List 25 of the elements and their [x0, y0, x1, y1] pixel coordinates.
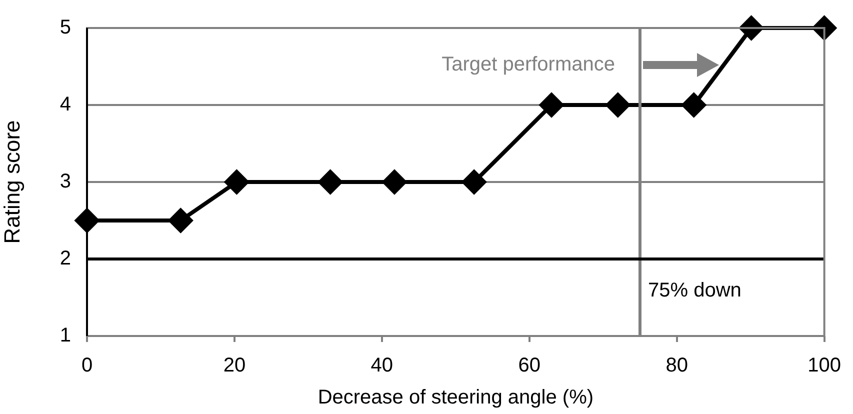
annotation: Target performance [442, 54, 615, 76]
x-tick-label: 0 [81, 354, 93, 377]
y-axis-title: Rating score [0, 120, 24, 244]
point [812, 16, 836, 40]
y-tick-label: 3 [60, 170, 71, 193]
y-tick-label: 4 [60, 94, 71, 116]
point [682, 93, 706, 117]
point [224, 170, 249, 194]
point [382, 170, 406, 194]
x-axis-title: Decrease of steering angle (%) [318, 386, 594, 409]
y-tick-label: 1 [60, 324, 71, 347]
point [739, 16, 764, 40]
point [462, 170, 486, 194]
point [168, 208, 193, 232]
y-tick-label: 5 [60, 16, 71, 39]
point [606, 93, 630, 117]
y-tick-label: 2 [60, 248, 71, 270]
x-tick-label: 20 [223, 354, 246, 377]
x-tick-label: 100 [808, 354, 842, 377]
x-tick-label: 40 [370, 354, 394, 377]
point [318, 170, 342, 194]
point [540, 93, 564, 117]
ref-line-label: 75% down [648, 280, 742, 302]
x-tick-label: 60 [518, 354, 541, 377]
x-tick-label: 80 [666, 354, 688, 377]
